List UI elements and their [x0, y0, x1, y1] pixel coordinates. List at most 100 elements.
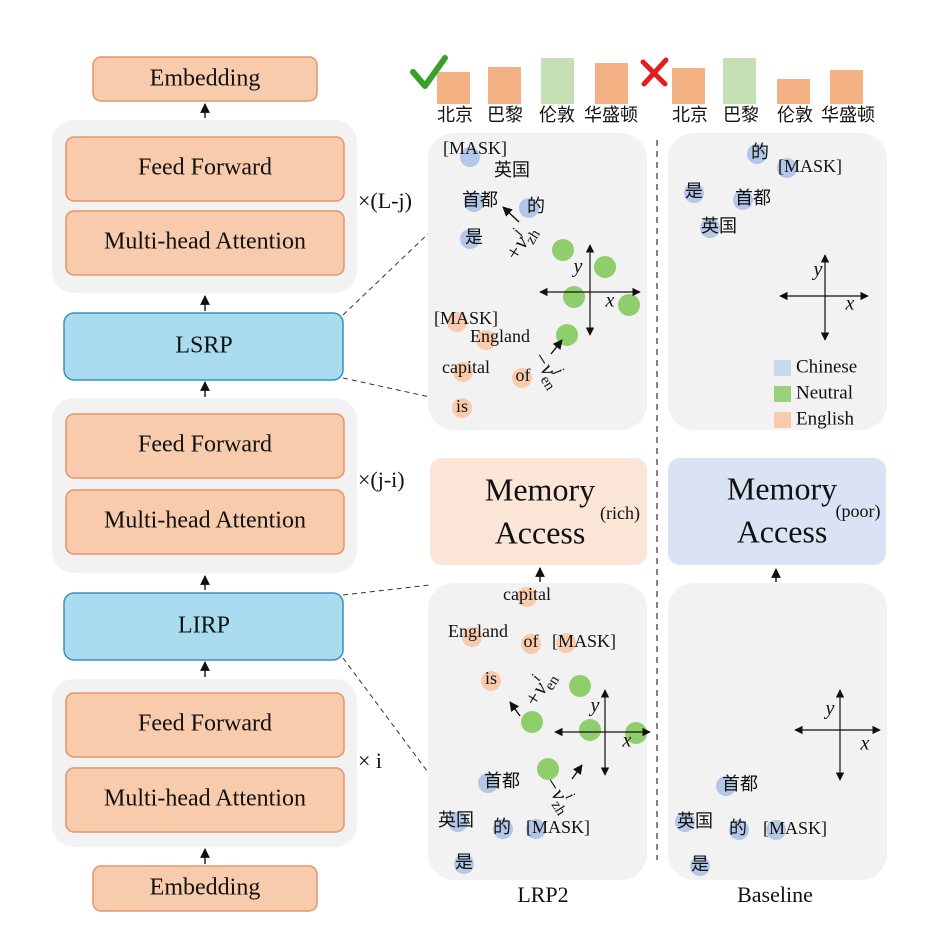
axis-label: y — [589, 695, 600, 717]
candidate-label: 伦敦 — [777, 105, 813, 125]
chinese-point — [448, 812, 468, 832]
chinese-point — [464, 192, 484, 212]
point-label: 首都 — [722, 774, 758, 794]
candidate-bar — [541, 58, 574, 104]
point-label: 是 — [685, 181, 703, 201]
repeat-label: ×(j-i) — [358, 467, 405, 492]
chinese-point — [454, 854, 474, 874]
caption: LRP2 — [517, 882, 568, 907]
memory-box — [430, 458, 647, 565]
embedding-box — [92, 56, 318, 102]
point-label: [MASK] — [552, 631, 616, 651]
candidate-label: 巴黎 — [487, 105, 523, 125]
axis-label: y — [824, 698, 835, 720]
point-label: 是 — [465, 227, 483, 247]
point-label: [MASK] — [763, 818, 827, 838]
point-label: 英国 — [701, 216, 737, 236]
point-label: [MASK] — [434, 308, 498, 328]
chinese-point — [700, 218, 720, 238]
candidate-bar — [777, 79, 810, 104]
neutral-point — [579, 719, 601, 741]
legend-swatch — [774, 412, 791, 428]
candidate-label: 北京 — [437, 105, 473, 125]
feed-forward-label: Feed Forward — [138, 432, 272, 458]
chinese-point — [690, 856, 710, 876]
candidate-bar — [437, 72, 470, 104]
candidate-bar — [595, 63, 628, 104]
dashed-connector — [342, 231, 431, 316]
candidate-label: 华盛顿 — [584, 105, 638, 125]
candidate-bar — [830, 70, 863, 104]
neutral-point — [552, 239, 574, 261]
chinese-point — [675, 812, 695, 832]
lsrp-box — [63, 312, 344, 381]
candidate-label: 华盛顿 — [821, 105, 875, 125]
neutral-point — [594, 256, 616, 278]
point-label: capital — [503, 584, 551, 604]
vector-arrow — [571, 764, 583, 780]
chinese-point — [716, 776, 736, 796]
candidate-label: 伦敦 — [539, 105, 575, 125]
chinese-point — [766, 820, 786, 840]
point-label: is — [485, 668, 497, 688]
vector-arrow — [550, 339, 563, 355]
embedding-box — [92, 865, 318, 912]
neutral-point — [537, 758, 559, 780]
point-label: capital — [442, 357, 490, 377]
english-point — [517, 587, 537, 607]
axis-label: x — [860, 733, 870, 755]
lirp-box — [63, 592, 344, 661]
candidate-bar — [723, 58, 756, 104]
point-label: England — [448, 621, 508, 641]
english-point — [481, 671, 501, 691]
attention-label: Multi-head Attention — [104, 229, 306, 255]
check-mark — [410, 55, 448, 89]
legend-label: English — [796, 408, 855, 429]
cross-mark — [640, 57, 669, 87]
repeat-label: × i — [358, 748, 382, 773]
chinese-point — [684, 183, 704, 203]
memory-note: (poor) — [836, 501, 881, 522]
point-label: 首都 — [735, 188, 771, 208]
point-label: 的 — [729, 818, 747, 838]
english-point — [453, 362, 473, 382]
candidate-label: 北京 — [672, 105, 708, 125]
point-label: 是 — [691, 854, 709, 874]
embedding-label: Embedding — [150, 66, 261, 92]
axis-label: y — [812, 259, 823, 281]
english-point — [521, 634, 541, 654]
axis-label: x — [845, 293, 855, 315]
embedding-panel — [428, 133, 647, 430]
candidate-bar — [672, 68, 705, 104]
chinese-point — [747, 144, 767, 164]
chinese-point — [460, 147, 480, 167]
chinese-point — [526, 819, 546, 839]
embedding-panel — [668, 133, 887, 430]
memory-label: Memory — [727, 470, 837, 506]
point-label: England — [470, 326, 530, 346]
chinese-point — [729, 820, 749, 840]
repeat-label: ×(L-j) — [358, 188, 412, 213]
axis-label: y — [572, 256, 583, 278]
neutral-point — [563, 286, 585, 308]
dashed-connector — [342, 377, 431, 398]
candidate-bar — [488, 67, 521, 104]
lirp-label: LIRP — [178, 613, 230, 639]
memory-label: Access — [495, 514, 586, 550]
axis-label: x — [622, 730, 632, 752]
english-point — [556, 633, 576, 653]
attention-label: Multi-head Attention — [104, 786, 306, 812]
chinese-point — [478, 773, 498, 793]
legend-swatch — [774, 386, 791, 402]
english-point — [476, 330, 496, 350]
english-point — [462, 627, 482, 647]
english-point — [452, 398, 472, 418]
point-label: 的 — [493, 817, 511, 837]
point-label: [MASK] — [778, 156, 842, 176]
point-label: of — [524, 631, 539, 651]
legend-label: Chinese — [796, 356, 857, 377]
feed-forward-box — [65, 136, 345, 202]
memory-label: Access — [737, 513, 828, 549]
chinese-point — [460, 229, 480, 249]
